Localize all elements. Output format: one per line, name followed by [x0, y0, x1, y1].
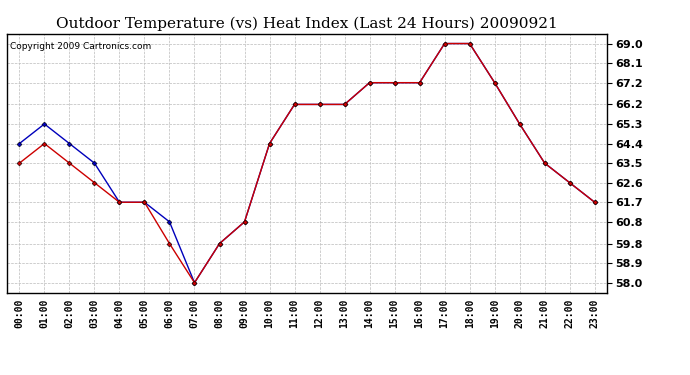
Title: Outdoor Temperature (vs) Heat Index (Last 24 Hours) 20090921: Outdoor Temperature (vs) Heat Index (Las… — [56, 17, 558, 31]
Text: Copyright 2009 Cartronics.com: Copyright 2009 Cartronics.com — [10, 42, 151, 51]
